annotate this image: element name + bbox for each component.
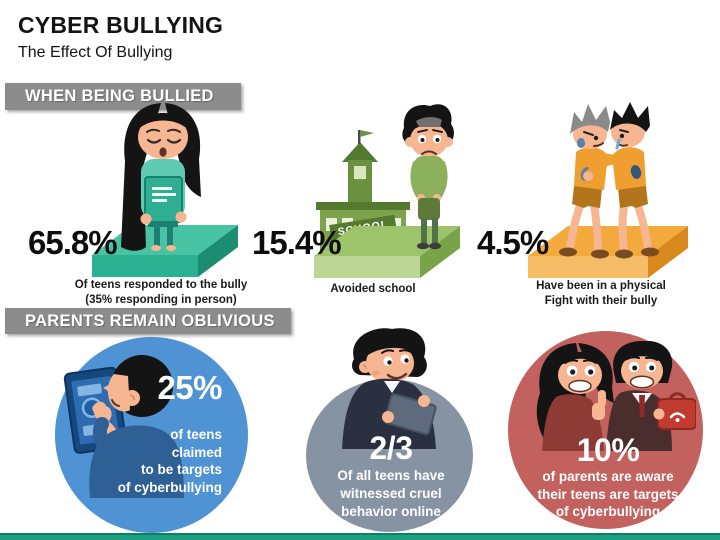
bubble-text-targets: 25% of teens claimed to be targets of cy… [110, 369, 223, 496]
parents-thumbs-up-briefcase-illustration [536, 341, 696, 451]
stat-value-avoided-school: 15.4% [252, 224, 342, 261]
page-title: CYBER BULLYING [18, 12, 224, 38]
teen-witnessing-online-illustration [342, 328, 437, 449]
stat-value-physical-fight: 4.5% [477, 224, 549, 261]
stat-caption-responded: Of teens responded to the bully (35% res… [74, 279, 248, 306]
banner-label: WHEN BEING BULLIED [25, 87, 214, 105]
section-banner-when-being-bullied: WHEN BEING BULLIED [5, 83, 241, 110]
stat-caption-avoided-school: Avoided school [330, 283, 416, 295]
boy-avoiding-school-illustration: SCHOOL [314, 104, 460, 278]
boys-physical-fight-illustration [528, 102, 688, 278]
bubble-value: 2/3 [369, 430, 413, 466]
banner-label: PARENTS REMAIN OBLIVIOUS [25, 311, 275, 330]
bubble-caption: Of all teens have witnessed cruel behavi… [337, 468, 445, 519]
bubble-text-parents-aware: 10% of parents are aware their teens are… [520, 433, 696, 521]
girl-holding-notebook-illustration [92, 103, 238, 277]
bubble-text-witnessed: 2/3 Of all teens have witnessed cruel be… [316, 431, 466, 521]
section-banner-parents-remain-oblivious: PARENTS REMAIN OBLIVIOUS [5, 308, 291, 334]
page-subtitle: The Effect Of Bullying [18, 44, 173, 61]
bubble-value: 25% [157, 369, 222, 406]
footer-accent-bar [0, 533, 720, 540]
stat-caption-physical-fight: Have been in a physical Fight with their… [536, 280, 666, 307]
stat-value-responded: 65.8% [28, 224, 118, 261]
bubble-caption: of teens claimed to be targets of cyberb… [117, 427, 222, 495]
teen-using-tablet-illustration [63, 355, 184, 498]
bubble-value: 10% [576, 432, 640, 468]
bubble-caption: of parents are aware their teens are tar… [537, 469, 679, 519]
